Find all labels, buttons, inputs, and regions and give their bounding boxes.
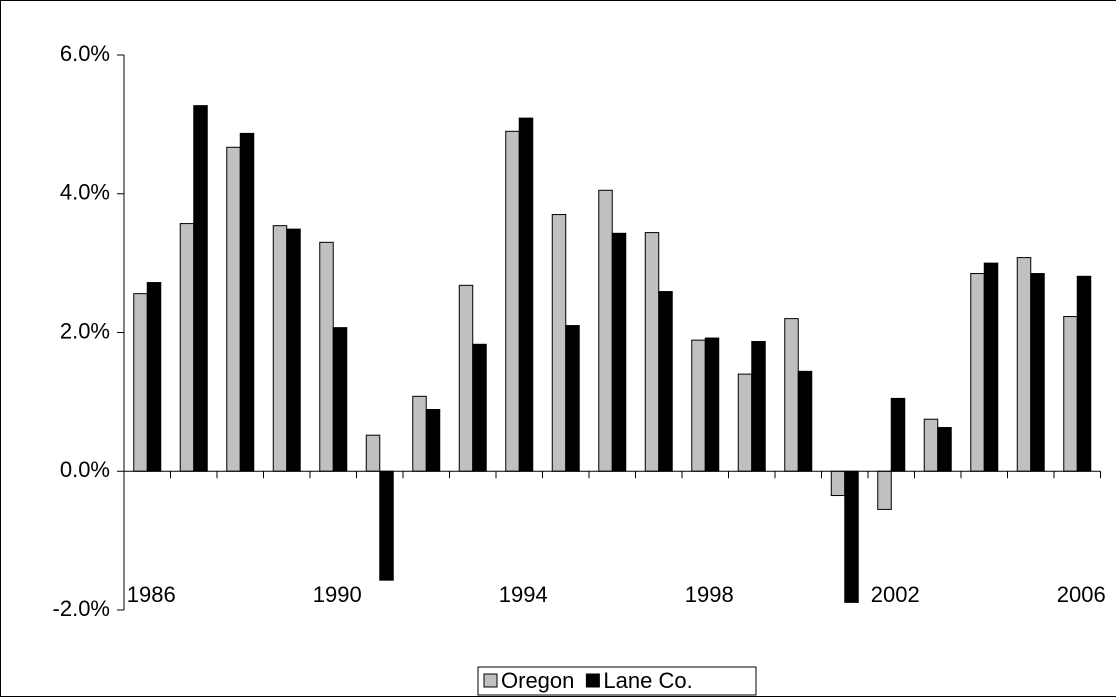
bar (983, 262, 999, 472)
bar (877, 470, 892, 510)
bar (379, 470, 394, 581)
bar (784, 318, 799, 472)
bar (518, 117, 534, 472)
bar (937, 427, 952, 472)
bar (472, 343, 487, 472)
bar (751, 341, 766, 472)
legend-swatch (483, 673, 498, 688)
bar (1030, 273, 1045, 472)
legend-box (477, 666, 757, 696)
bar (890, 397, 906, 472)
x-tick-label: 1994 (499, 582, 548, 607)
bar (412, 395, 427, 472)
bar (319, 241, 334, 472)
bar (226, 146, 241, 472)
bar (1016, 257, 1032, 472)
bar (133, 293, 148, 472)
bar (565, 325, 580, 472)
bar (332, 327, 348, 472)
bar (923, 418, 939, 472)
bar (458, 284, 474, 472)
x-tick-label: 1998 (685, 582, 734, 607)
bar (830, 470, 846, 497)
bar (239, 132, 255, 472)
bar (551, 214, 567, 472)
bar (286, 228, 301, 472)
bar (658, 291, 673, 472)
x-tick-label: 1986 (127, 582, 176, 607)
bar (691, 339, 706, 472)
legend-label: Lane Co. (603, 668, 692, 693)
bar (179, 223, 195, 472)
bar (737, 373, 753, 472)
bar (146, 282, 162, 472)
bar (598, 189, 613, 472)
x-tick-label: 1990 (313, 582, 362, 607)
bar (611, 232, 627, 472)
bar (970, 273, 985, 472)
bar (797, 370, 813, 472)
y-tick-label: 6.0% (60, 41, 110, 66)
y-tick-label: 2.0% (60, 318, 110, 343)
x-tick-label: 2002 (871, 582, 920, 607)
legend-label: Oregon (501, 668, 574, 693)
y-tick-label: 4.0% (60, 180, 110, 205)
bar (1076, 275, 1092, 472)
bar (644, 232, 660, 472)
legend-swatch (585, 673, 600, 688)
bar (1063, 316, 1078, 472)
bar (272, 225, 288, 472)
y-tick-label: -2.0% (53, 596, 110, 621)
bar (505, 130, 520, 472)
bar (193, 105, 208, 472)
bar (365, 434, 381, 472)
bar (844, 470, 859, 603)
bar (425, 409, 441, 472)
bar (704, 337, 720, 472)
x-tick-label: 2006 (1057, 582, 1106, 607)
y-tick-label: 0.0% (60, 457, 110, 482)
